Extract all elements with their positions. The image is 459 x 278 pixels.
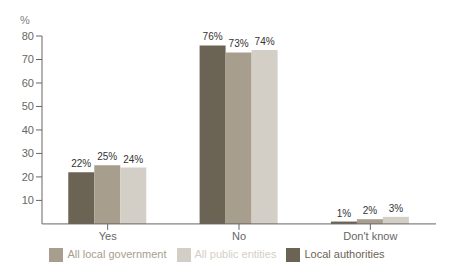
svg-text:76%: 76% — [203, 31, 223, 42]
svg-text:20: 20 — [22, 171, 34, 183]
svg-text:10: 10 — [22, 194, 34, 206]
svg-text:3%: 3% — [389, 203, 404, 214]
svg-text:74%: 74% — [255, 36, 275, 47]
svg-text:Yes: Yes — [99, 230, 117, 242]
svg-text:25%: 25% — [97, 151, 117, 162]
svg-text:24%: 24% — [123, 154, 143, 165]
svg-text:70: 70 — [22, 53, 34, 65]
svg-text:30: 30 — [22, 147, 34, 159]
html-text:Local authorities: Local authorities — [304, 247, 385, 260]
svg-text:22%: 22% — [71, 158, 91, 169]
svg-text:80: 80 — [22, 30, 34, 42]
svg-text:%: % — [20, 14, 30, 26]
svg-text:Don't know: Don't know — [343, 230, 397, 242]
svg-text:40: 40 — [22, 124, 34, 136]
svg-text:No: No — [232, 230, 246, 242]
svg-text:1%: 1% — [337, 208, 352, 219]
html-text:All public entities: All public entities — [194, 247, 277, 260]
svg-text:73%: 73% — [229, 38, 249, 49]
svg-text:60: 60 — [22, 77, 34, 89]
html-text:All local government: All local government — [67, 247, 167, 260]
svg-text:50: 50 — [22, 100, 34, 112]
svg-text:2%: 2% — [363, 205, 378, 216]
